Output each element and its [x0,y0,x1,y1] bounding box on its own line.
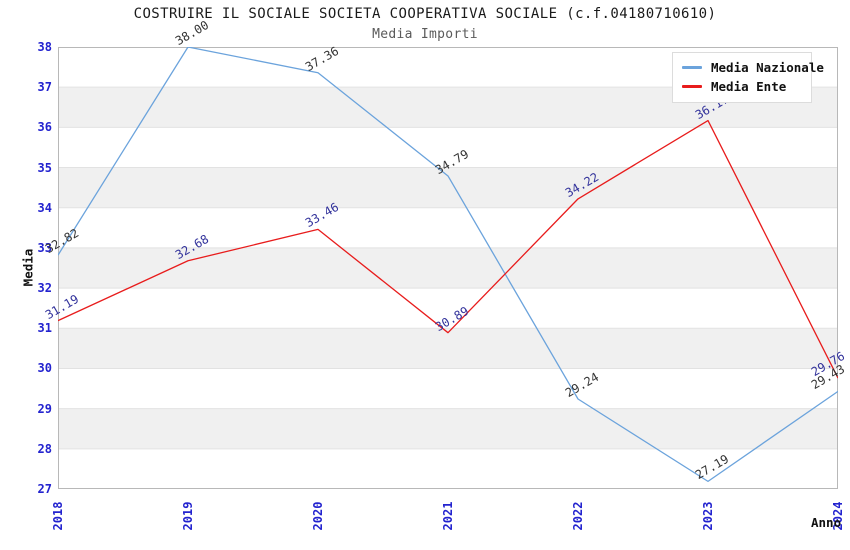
x-tick-2020: 2020 [311,501,325,531]
legend-label: Media Nazionale [711,60,824,75]
grid-band [58,408,838,449]
grid-band [58,207,838,248]
x-tick-2021: 2021 [441,501,455,531]
y-tick-30: 30 [37,361,52,376]
y-tick-29: 29 [37,401,52,416]
chart-subtitle: Media Importi [372,27,478,42]
plot-border [58,47,838,489]
series-line-media-nazionale [58,47,838,483]
y-tick-28: 28 [37,441,52,456]
grid-band [58,368,838,409]
x-axis-title: Anno [811,515,842,530]
series-line-media-ente [58,119,838,379]
legend-label: Media Ente [711,79,787,94]
grid-band [58,167,838,208]
y-tick-34: 34 [37,200,52,215]
y-tick-27: 27 [37,482,52,496]
x-tick-2022: 2022 [571,501,585,531]
y-tick-31: 31 [37,321,52,336]
y-tick-32: 32 [37,281,52,296]
chart-title: COSTRUIRE IL SOCIALE SOCIETA COOPERATIVA… [133,6,717,22]
legend-line-sample [682,85,702,88]
plot-area [58,47,838,489]
grid-band [58,448,838,489]
grid-band [58,328,838,369]
legend-item-media-ente: Media Ente [682,77,802,96]
legend-line-sample [682,66,702,69]
legend-item-media-nazionale: Media Nazionale [682,58,824,77]
x-tick-2019: 2019 [181,501,195,531]
x-tick-2023: 2023 [701,501,715,531]
legend: Media Nazionale Media Ente [672,52,824,103]
x-tick-2018: 2018 [51,501,65,531]
plot-canvas [58,47,838,489]
grid-band [58,127,838,168]
grid-band [58,288,838,329]
y-tick-33: 33 [37,240,52,255]
y-tick-36: 36 [37,120,52,135]
y-tick-38: 38 [37,40,52,54]
y-tick-35: 35 [37,160,52,175]
y-axis-title: Media [20,248,36,287]
y-tick-37: 37 [37,80,52,95]
grid-band [58,247,838,289]
